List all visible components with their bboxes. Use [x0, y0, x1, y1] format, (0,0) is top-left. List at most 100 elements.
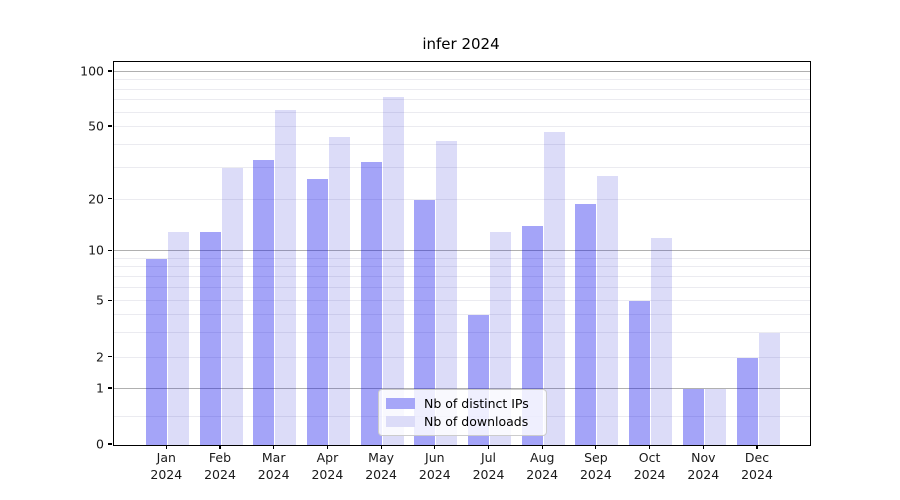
x-tick-label: Apr 2024 [299, 450, 355, 483]
gridline-minor [114, 257, 810, 259]
bar-distinct-ips-nov [682, 389, 704, 445]
y-tick-mark [108, 249, 112, 251]
x-tick-label: Mar 2024 [246, 450, 302, 483]
gridline-minor [114, 266, 810, 268]
y-tick-label: 50 [88, 118, 104, 134]
month-year: 2024 [418, 466, 451, 482]
legend-label-downloads: Nb of downloads [424, 414, 529, 429]
legend-swatch-downloads [386, 416, 415, 427]
month-name: Apr [316, 450, 339, 465]
month-name: Oct [638, 450, 661, 465]
x-tick-mark [273, 445, 275, 449]
month-name: Aug [529, 450, 555, 465]
gridline-minor [114, 275, 810, 277]
gridline-minor [114, 286, 810, 288]
y-tick-label: 20 [88, 191, 104, 207]
gridline-major [114, 71, 810, 72]
legend-label-distinct-ips: Nb of distinct IPs [424, 396, 529, 411]
y-tick-mark [108, 198, 112, 200]
plot-area [113, 61, 811, 446]
gridline-minor [114, 143, 810, 145]
month-year: 2024 [150, 466, 183, 482]
gridline-minor [114, 88, 810, 90]
y-tick-label: 5 [96, 292, 104, 308]
bar-downloads-jan [167, 231, 189, 445]
y-tick-mark [108, 299, 112, 301]
bar-distinct-ips-jan [145, 258, 167, 445]
bar-downloads-feb [221, 167, 243, 445]
x-tick-mark [541, 445, 543, 449]
x-tick-mark [487, 445, 490, 449]
bar-downloads-nov [704, 389, 726, 445]
bar-distinct-ips-apr [306, 178, 328, 445]
x-tick-label: May 2024 [353, 450, 409, 483]
month-name: Dec [744, 450, 770, 465]
y-tick-mark [108, 387, 112, 389]
gridline-major [114, 388, 810, 390]
legend: Nb of distinct IPs Nb of downloads [378, 389, 547, 436]
bar-distinct-ips-oct [629, 301, 651, 445]
legend-entry-downloads: Nb of downloads [386, 415, 539, 428]
x-tick-label: Jan 2024 [138, 450, 194, 483]
gridline-minor [114, 111, 810, 113]
month-year: 2024 [687, 466, 720, 482]
y-tick-mark [108, 443, 112, 445]
legend-swatch-distinct-ips [386, 398, 415, 409]
y-tick-mark [108, 125, 112, 127]
x-tick-label: Sep 2024 [568, 450, 624, 483]
x-tick-label: Feb 2024 [192, 450, 248, 483]
x-tick-mark [380, 445, 382, 449]
x-tick-mark [434, 445, 436, 449]
bar-distinct-ips-jun [414, 199, 436, 445]
x-tick-label: Dec 2024 [729, 450, 785, 483]
month-name: Jun [425, 450, 445, 465]
y-tick-mark [108, 356, 112, 358]
month-year: 2024 [633, 466, 666, 482]
x-tick-label: Oct 2024 [622, 450, 678, 483]
gridline-minor [114, 99, 810, 101]
bar-downloads-may [382, 96, 404, 445]
gridline-major [114, 250, 810, 252]
month-year: 2024 [365, 466, 397, 482]
bar-distinct-ips-mar [253, 159, 275, 445]
x-tick-mark [649, 445, 651, 449]
bar-distinct-ips-dec [736, 357, 758, 445]
bar-downloads-dec [758, 332, 780, 445]
month-year: 2024 [472, 466, 505, 482]
x-tick-label: Jul 2024 [461, 450, 517, 483]
gridline-minor [114, 79, 810, 81]
bar-downloads-oct [651, 237, 673, 445]
legend-entry-distinct-ips: Nb of distinct IPs [386, 397, 539, 410]
month-year: 2024 [526, 466, 559, 482]
month-name: Feb [208, 450, 232, 465]
x-tick-mark [595, 445, 597, 449]
bar-downloads-sep [597, 175, 619, 445]
month-name: Mar [261, 450, 286, 465]
month-year: 2024 [579, 466, 612, 482]
bar-downloads-aug [543, 131, 565, 445]
bar-distinct-ips-may [360, 162, 382, 445]
month-year: 2024 [311, 466, 344, 482]
chart-title: infer 2024 [422, 35, 500, 53]
x-tick-label: Nov 2024 [675, 450, 731, 483]
bar-distinct-ips-feb [199, 231, 221, 445]
x-tick-mark [219, 445, 221, 449]
month-name: Jan [156, 450, 176, 465]
x-tick-label: Aug 2024 [514, 450, 570, 483]
bar-downloads-mar [275, 109, 297, 445]
x-tick-mark [165, 445, 167, 449]
y-tick-label: 0 [96, 436, 104, 452]
gridline-minor [114, 300, 810, 302]
month-name: Sep [584, 450, 608, 465]
gridline-minor [114, 198, 810, 200]
gridline-minor [114, 331, 810, 333]
x-tick-label: Jun 2024 [407, 450, 463, 483]
month-year: 2024 [741, 466, 773, 482]
y-tick-label: 100 [80, 63, 104, 79]
x-tick-mark [326, 445, 328, 449]
y-tick-label: 10 [88, 242, 104, 258]
y-tick-mark [108, 70, 112, 72]
gridline-minor [114, 356, 810, 358]
gridline-minor [114, 166, 810, 168]
